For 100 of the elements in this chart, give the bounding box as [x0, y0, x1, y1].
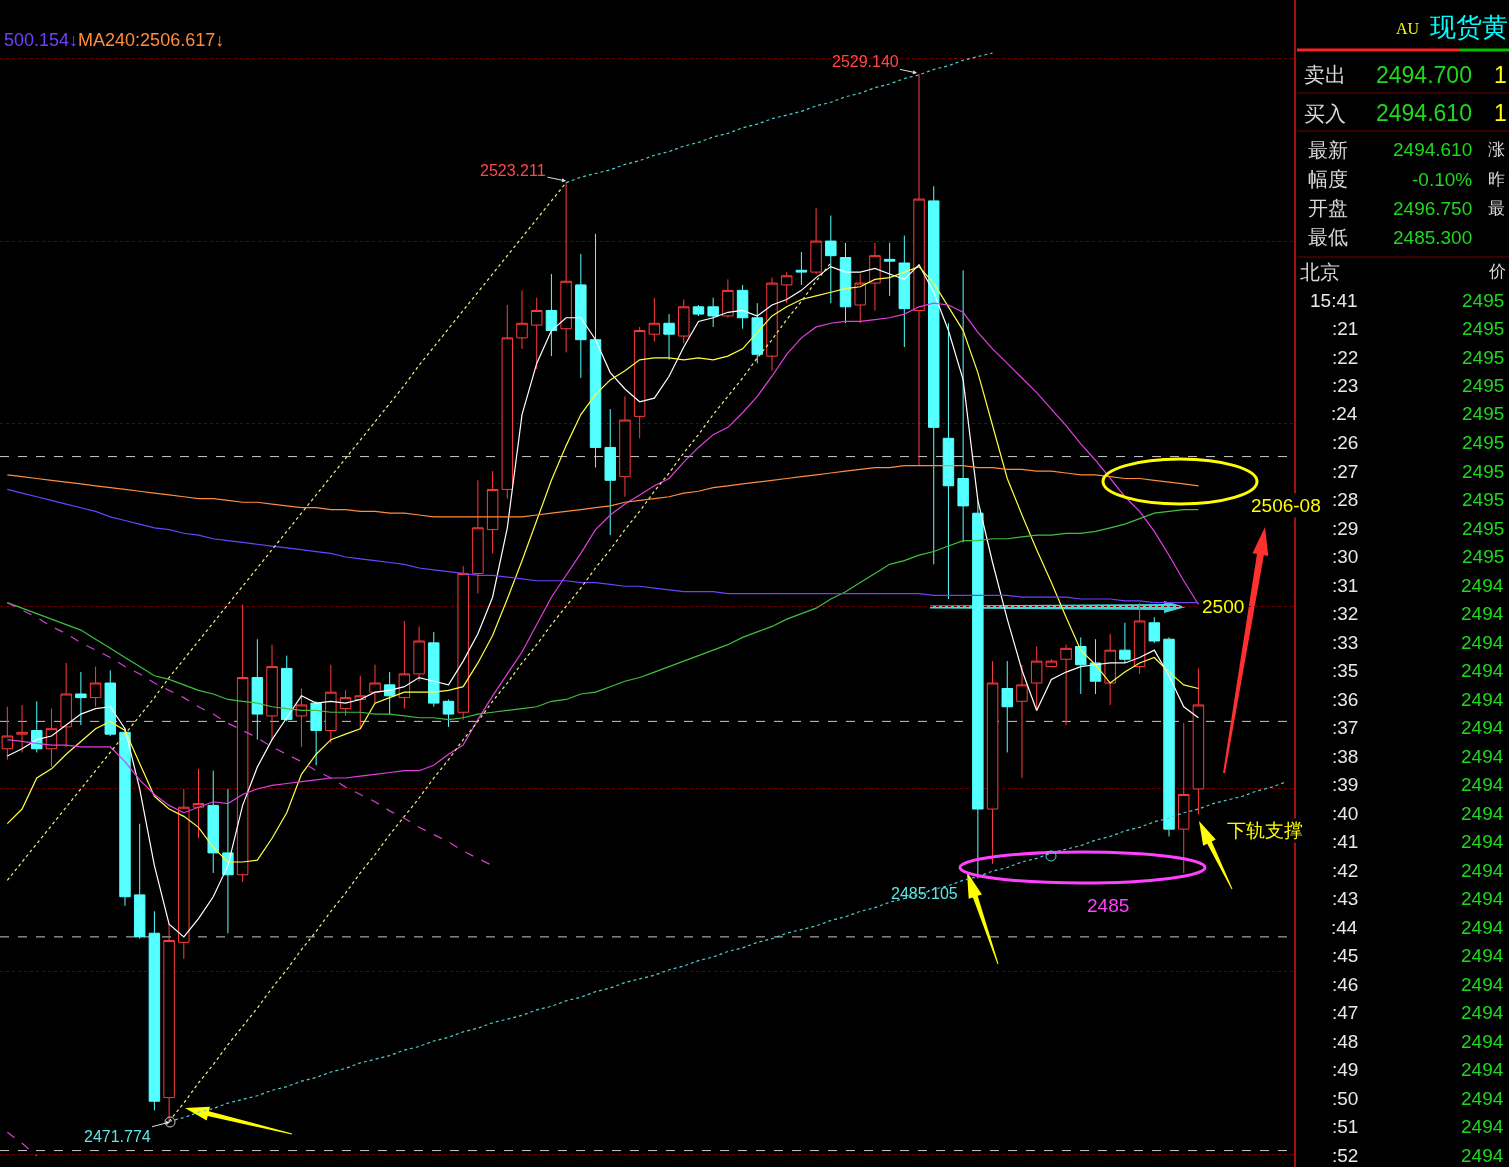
candlestick	[428, 631, 440, 708]
candlestick	[1075, 636, 1087, 695]
text: :23	[1332, 375, 1359, 396]
text: 2494	[1461, 603, 1504, 624]
candlestick	[898, 235, 911, 348]
text: 2495	[1462, 518, 1505, 539]
text: 2495	[1462, 489, 1505, 510]
text: :35	[1332, 660, 1359, 681]
text: :29	[1332, 518, 1359, 539]
text: :40	[1332, 803, 1359, 824]
text: -0.10%	[1412, 169, 1473, 190]
candlestick	[972, 499, 984, 879]
candlestick	[957, 269, 969, 543]
candlestick	[442, 698, 455, 728]
candlestick	[869, 242, 881, 311]
text: 2495	[1462, 318, 1505, 339]
candlestick	[663, 313, 675, 361]
text: 2494	[1461, 1116, 1504, 1137]
text: :50	[1332, 1088, 1359, 1109]
candlestick	[369, 664, 381, 704]
candlestick	[736, 284, 749, 330]
text: 2495	[1462, 347, 1505, 368]
candlestick	[266, 644, 278, 741]
candlestick	[1133, 602, 1146, 675]
candlestick	[619, 395, 631, 498]
candlestick	[251, 638, 264, 741]
candlestick	[236, 604, 249, 883]
candlestick	[678, 299, 690, 344]
candlestick	[913, 73, 925, 467]
candlestick	[766, 277, 778, 372]
text: 2495	[1462, 375, 1505, 396]
candlestick	[986, 660, 999, 865]
candlestick	[1060, 644, 1072, 726]
text: :26	[1332, 432, 1359, 453]
candlestick	[1192, 667, 1205, 816]
annotation: 2529.140	[832, 53, 899, 70]
candlestick	[633, 326, 646, 439]
text: :37	[1332, 717, 1359, 738]
text: 2494	[1461, 717, 1504, 738]
annotation: 2523.211	[480, 162, 546, 179]
text: 2494	[1461, 1059, 1504, 1080]
text: :45	[1332, 945, 1359, 966]
text: :47	[1332, 1002, 1359, 1023]
candlestick	[1045, 658, 1058, 668]
text: 现货黄	[1430, 13, 1508, 42]
text: :42	[1332, 860, 1359, 881]
candlestick	[1030, 646, 1043, 711]
candlestick	[854, 273, 866, 324]
candlestick	[60, 662, 72, 748]
text: 2495	[1462, 546, 1505, 567]
text: :33	[1332, 632, 1359, 653]
text: 幅度	[1308, 168, 1348, 190]
text: :38	[1332, 746, 1359, 767]
candlestick	[883, 242, 896, 297]
candlestick	[75, 671, 87, 726]
text: 价	[1488, 262, 1506, 281]
text: :49	[1332, 1059, 1359, 1080]
text: :51	[1332, 1116, 1359, 1137]
candlestick	[692, 304, 705, 317]
text: 开盘	[1308, 197, 1348, 219]
text: :32	[1332, 603, 1359, 624]
candlestick	[1163, 636, 1175, 837]
candlestick	[839, 242, 852, 324]
text: 最	[1488, 199, 1505, 218]
text: 500.154↓	[4, 30, 79, 50]
candlestick	[722, 278, 734, 319]
candlestick	[1104, 633, 1116, 706]
annotation: 2471.774	[84, 1128, 151, 1145]
candlestick	[16, 704, 28, 753]
text: 2494	[1461, 1031, 1504, 1052]
text: :39	[1332, 774, 1359, 795]
annotation: 2506-08	[1251, 495, 1321, 516]
text: 2494	[1461, 689, 1504, 710]
text: 2494	[1461, 888, 1504, 909]
text: 最低	[1308, 226, 1348, 248]
candlestick	[104, 669, 117, 737]
candlestick	[457, 565, 469, 721]
candlestick	[207, 770, 219, 874]
text: 2495	[1462, 290, 1505, 311]
candlestick	[942, 322, 955, 600]
candlestick	[89, 666, 102, 708]
candlestick	[310, 700, 322, 766]
text: :52	[1332, 1145, 1359, 1166]
candlestick	[751, 302, 764, 364]
candlestick	[589, 233, 602, 469]
text: 2494	[1461, 945, 1504, 966]
text: 北京	[1300, 261, 1340, 283]
candlestick	[486, 470, 499, 554]
candlestick	[560, 181, 572, 353]
candlestick	[648, 297, 661, 343]
candlestick	[530, 297, 543, 370]
candlestick	[780, 271, 793, 304]
text: :48	[1332, 1031, 1359, 1052]
candlestick	[575, 253, 587, 379]
text: :44	[1331, 917, 1358, 938]
text: 2495	[1462, 403, 1505, 424]
candlestick	[1016, 664, 1028, 779]
candlestick	[1119, 622, 1131, 664]
candlestick	[1148, 616, 1161, 644]
candlestick	[148, 910, 161, 1111]
